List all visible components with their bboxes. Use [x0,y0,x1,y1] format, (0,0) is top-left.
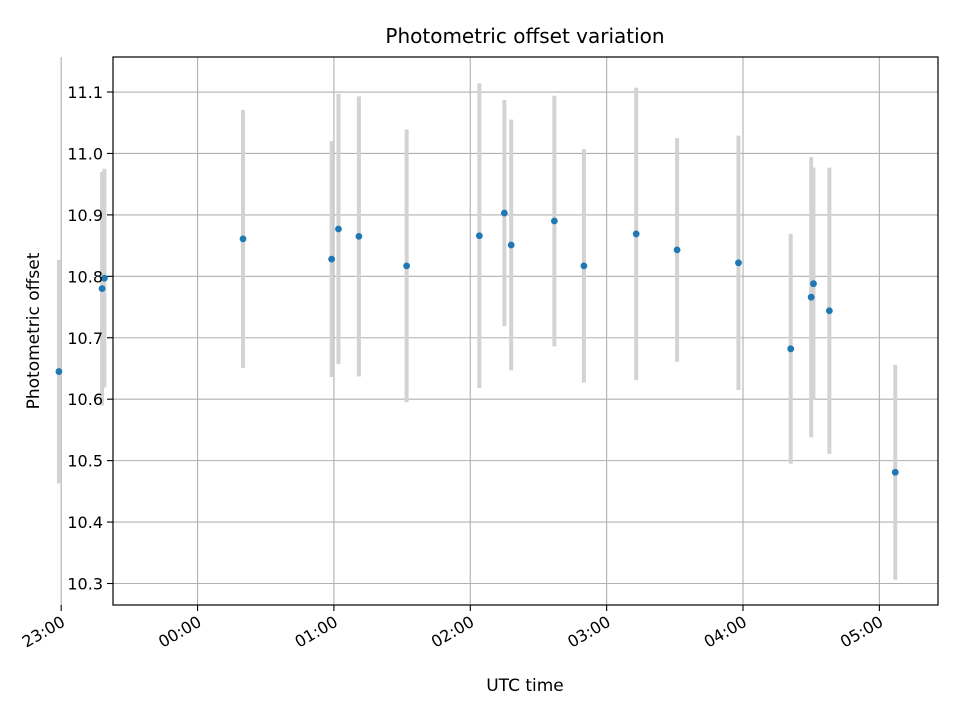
y-tick-label: 10.6 [67,390,103,409]
data-point [328,255,336,263]
data-point [500,209,508,217]
data-point [825,307,833,315]
chart-title: Photometric offset variation [385,24,664,48]
y-tick-label: 10.3 [67,574,103,593]
data-point [550,217,558,225]
data-point [891,468,899,476]
data-point [507,241,515,249]
y-tick-label: 10.5 [67,452,103,471]
y-tick-label: 10.4 [67,513,103,532]
data-point [239,235,247,243]
y-tick-label: 10.7 [67,329,103,348]
data-point [807,293,815,301]
data-point [787,345,795,353]
data-point [673,246,681,254]
data-point [475,232,483,240]
y-tick-label: 11.1 [67,83,103,102]
data-point [355,232,363,240]
data-point [55,368,63,375]
y-tick-label: 10.9 [67,206,103,225]
data-point [735,259,742,267]
y-axis-ticks: 10.3 10.4 10.5 10.6 10.7 10.8 10.9 11.0 11.1 [67,83,113,593]
data-point [580,262,588,270]
data-point [335,225,342,233]
plot-frame [112,56,939,606]
y-tick-label: 11.0 [67,144,103,163]
y-axis-label: Photometric offset [24,252,44,409]
data-point [632,230,640,238]
x-axis-label: UTC time [486,676,564,696]
data-points [55,209,899,476]
data-point [810,280,817,288]
y-tick-label: 10.8 [67,267,103,286]
data-point [98,285,106,293]
data-point [403,262,411,270]
data-point [100,274,108,282]
grid [60,57,938,605]
